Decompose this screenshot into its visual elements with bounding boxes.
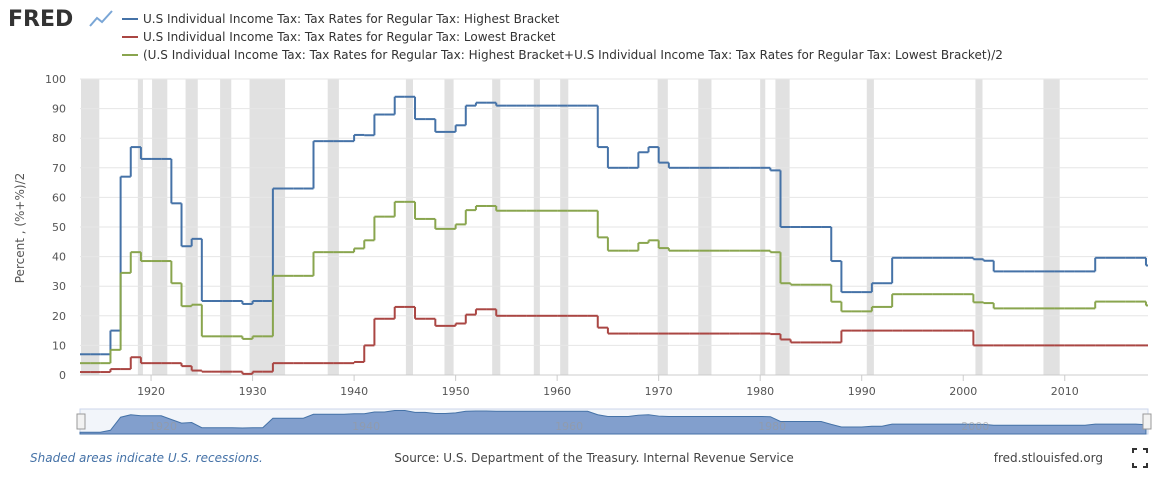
recession-note: Shaded areas indicate U.S. recessions. (30, 451, 263, 465)
x-tick-label: 1990 (848, 385, 876, 398)
y-tick-label: 50 (52, 221, 66, 234)
x-tick-label: 1980 (746, 385, 774, 398)
legend-label: U.S Individual Income Tax: Tax Rates for… (143, 30, 556, 44)
fullscreen-button[interactable] (1132, 448, 1148, 468)
navigator-handle[interactable] (76, 413, 86, 430)
x-tick-label: 1930 (239, 385, 267, 398)
navigator-label: 1920 (149, 420, 177, 433)
navigator-label: 1980 (758, 420, 786, 433)
source: Source: U.S. Department of the Treasury.… (394, 451, 794, 465)
y-axis-label: Percent , (%+%)/2 (13, 173, 27, 284)
y-tick-label: 90 (52, 103, 66, 116)
x-tick-label: 2010 (1051, 385, 1079, 398)
series-line (80, 95, 1148, 356)
y-tick-label: 60 (52, 191, 66, 204)
y-tick-label: 0 (59, 369, 66, 382)
x-tick-label: 1950 (442, 385, 470, 398)
navigator-handle[interactable] (1142, 413, 1152, 430)
navigator-label: 1940 (352, 420, 380, 433)
series-line (80, 305, 1148, 375)
legend-label: (U.S Individual Income Tax: Tax Rates fo… (143, 48, 1003, 62)
legend-label: U.S Individual Income Tax: Tax Rates for… (143, 12, 560, 26)
x-tick-label: 1970 (645, 385, 673, 398)
x-tick-label: 1940 (340, 385, 368, 398)
logo-icon (89, 10, 113, 27)
y-tick-label: 100 (45, 73, 66, 86)
y-tick-label: 30 (52, 280, 66, 293)
y-tick-label: 80 (52, 132, 66, 145)
x-tick-label: 2000 (949, 385, 977, 398)
y-tick-label: 40 (52, 251, 66, 264)
logo: FRED (8, 7, 73, 32)
x-tick-label: 1960 (543, 385, 571, 398)
x-tick-label: 1920 (137, 385, 165, 398)
site-link[interactable]: fred.stlouisfed.org (994, 451, 1103, 465)
y-tick-label: 10 (52, 339, 66, 352)
navigator-label: 1960 (555, 420, 583, 433)
navigator-series (79, 410, 1147, 435)
legend: U.S Individual Income Tax: Tax Rates for… (122, 12, 1003, 62)
y-tick-label: 20 (52, 310, 66, 323)
y-tick-label: 70 (52, 162, 66, 175)
navigator-label: 2000 (961, 420, 989, 433)
series-line (80, 200, 1148, 365)
